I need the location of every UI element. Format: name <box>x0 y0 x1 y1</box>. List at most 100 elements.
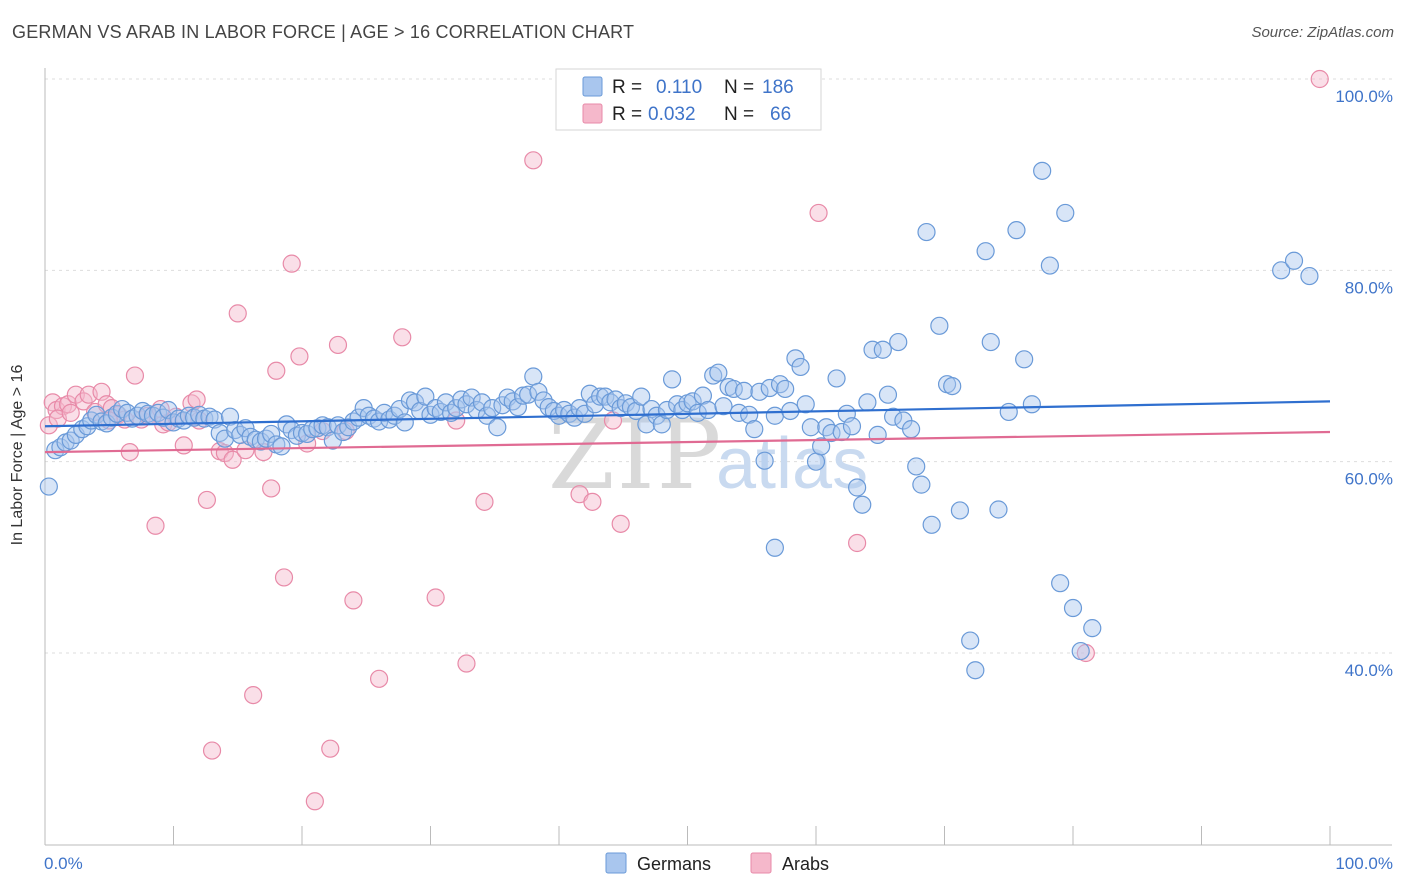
x-tick-label-0: 0.0% <box>44 854 83 873</box>
german-point <box>878 385 898 404</box>
x-tick-label-1: 100.0% <box>1335 854 1393 873</box>
german-point <box>647 406 666 425</box>
german-point <box>405 393 425 412</box>
german-point <box>930 316 949 335</box>
german-point <box>786 349 805 368</box>
german-point <box>806 452 826 471</box>
german-point <box>1015 350 1034 369</box>
german-point <box>210 423 229 443</box>
german-point <box>632 387 651 406</box>
german-point <box>61 431 80 450</box>
legend-n-label-arabs: N = <box>724 104 754 125</box>
arab-point <box>475 492 494 511</box>
german-point <box>488 418 507 437</box>
german-point <box>508 398 527 417</box>
legend-n-value-germans: 186 <box>762 77 794 98</box>
axes <box>44 68 1392 846</box>
german-point <box>842 417 862 436</box>
arab-point <box>174 436 193 455</box>
german-point <box>873 340 892 359</box>
arab-point <box>393 328 412 347</box>
chart-title: GERMAN VS ARAB IN LABOR FORCE | AGE > 16… <box>12 22 635 42</box>
arab-point <box>583 492 602 511</box>
arab-point <box>344 591 363 610</box>
arab-point <box>809 203 828 223</box>
watermark: ZIP atlas <box>548 399 868 511</box>
german-point <box>606 390 625 409</box>
german-point <box>1083 619 1102 638</box>
german-point <box>765 538 784 557</box>
arab-point <box>328 335 348 355</box>
german-point <box>791 357 810 377</box>
arab-point <box>321 739 340 758</box>
german-point <box>907 457 926 476</box>
arab-point <box>305 792 324 811</box>
german-point <box>1022 395 1041 414</box>
correlation-legend: R = 0.110 N = 186 R = 0.032 N = 66 <box>555 68 822 131</box>
arab-point <box>457 654 476 673</box>
german-point <box>1051 574 1070 593</box>
german-point <box>1056 203 1075 223</box>
german-point <box>827 369 846 388</box>
legend-n-label-germans: N = <box>724 77 754 98</box>
german-point <box>750 382 769 401</box>
german-point <box>740 405 759 424</box>
german-point <box>200 407 219 426</box>
german-point <box>395 413 414 432</box>
arab-point <box>267 361 286 380</box>
german-point <box>1071 641 1090 661</box>
german-point <box>704 366 723 385</box>
arab-point <box>228 304 247 323</box>
germans-points <box>39 161 1319 680</box>
german-point <box>765 406 784 425</box>
german-point <box>262 424 281 444</box>
german-point <box>662 370 682 389</box>
legend-swatch-arabs <box>582 103 603 124</box>
arab-point <box>370 669 389 688</box>
german-point <box>693 386 713 405</box>
german-point <box>133 401 152 421</box>
arab-point <box>524 151 543 170</box>
german-point <box>709 363 728 382</box>
arab-point <box>262 479 281 498</box>
german-point <box>236 419 255 438</box>
germans-trend-line <box>44 400 1331 428</box>
german-point <box>601 393 620 412</box>
y-tick-label-3: 100.0% <box>1335 87 1393 106</box>
german-point <box>812 437 831 456</box>
series-legend: Germans Arabs <box>605 852 829 874</box>
german-point <box>776 379 795 399</box>
german-point <box>251 432 270 451</box>
german-point <box>277 415 296 434</box>
arab-point <box>244 685 263 705</box>
german-point <box>683 392 702 411</box>
german-point <box>46 441 65 460</box>
german-point <box>848 478 867 497</box>
german-point <box>1300 266 1319 286</box>
german-point <box>858 393 877 412</box>
legend-r-value-arabs: 0.032 <box>648 104 696 125</box>
german-point <box>801 418 820 437</box>
german-point <box>868 425 887 444</box>
german-point <box>966 661 985 680</box>
german-point <box>513 386 533 405</box>
arab-point <box>120 443 139 462</box>
arab-point <box>202 741 222 760</box>
german-point <box>364 409 384 428</box>
y-tick-label-2: 80.0% <box>1345 278 1393 297</box>
y-tick-label-1: 60.0% <box>1345 470 1393 489</box>
german-point <box>981 332 1000 352</box>
german-point <box>961 631 980 650</box>
arab-point <box>282 254 301 273</box>
watermark-atlas: atlas <box>716 424 868 504</box>
x-tick-labels: 0.0% 100.0% <box>44 854 1393 873</box>
arab-point <box>848 533 867 553</box>
german-point <box>118 403 137 422</box>
german-point <box>745 420 764 439</box>
arab-point <box>611 514 630 533</box>
arab-point <box>197 490 217 510</box>
arab-point <box>274 568 294 587</box>
german-point <box>989 500 1008 519</box>
german-point <box>922 515 941 534</box>
